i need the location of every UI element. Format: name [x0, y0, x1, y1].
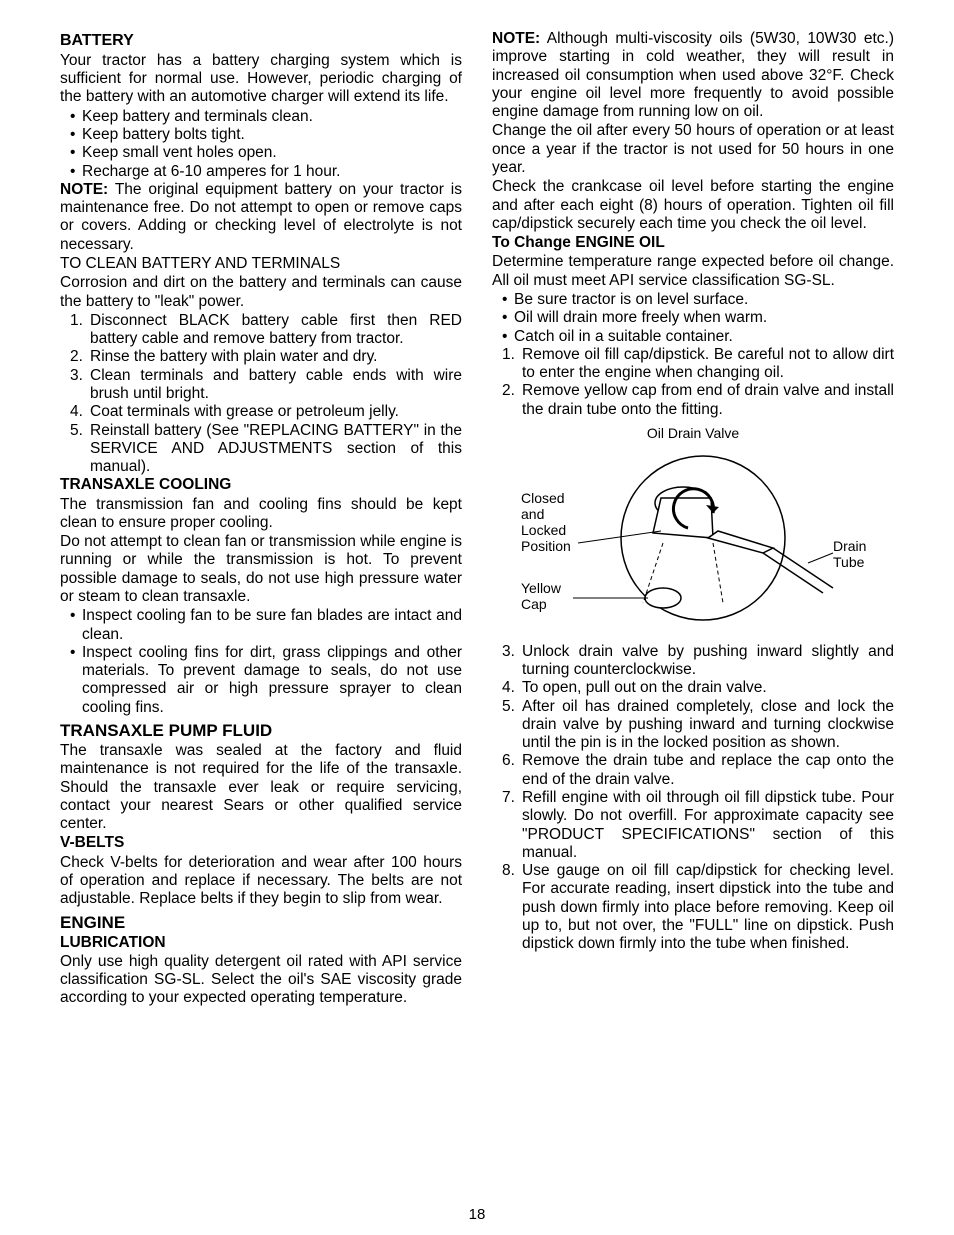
battery-note: NOTE: The original equipment battery on … — [60, 181, 462, 254]
transaxle-pump-text: The transaxle was sealed at the factory … — [60, 742, 462, 833]
yellow-cap-shape — [645, 588, 681, 608]
fitting — [708, 531, 773, 553]
valve-body — [653, 498, 713, 538]
leader-closed — [578, 531, 661, 543]
transaxle-cooling-p1: The transmission fan and cooling fins sh… — [60, 496, 462, 533]
cooling-bullet: Inspect cooling fins for dirt, grass cli… — [70, 644, 462, 717]
clean-step: Clean terminals and battery cable ends w… — [70, 367, 462, 404]
label-position: Position — [521, 538, 571, 554]
label-yellow: Yellow — [521, 580, 562, 596]
transaxle-pump-heading: TRANSAXLE PUMP FLUID — [60, 721, 462, 741]
change-step: Refill engine with oil through oil fill … — [502, 789, 894, 862]
change-step: Remove the drain tube and replace the ca… — [502, 752, 894, 789]
lubrication-heading: LUBRICATION — [60, 934, 462, 952]
label-cap: Cap — [521, 596, 547, 612]
label-locked: Locked — [521, 522, 566, 538]
clean-step: Rinse the battery with plain water and d… — [70, 348, 462, 366]
page-number: 18 — [0, 1206, 954, 1223]
label-and: and — [521, 506, 544, 522]
diagram-title: Oil Drain Valve — [492, 425, 894, 442]
battery-bullet: Keep battery and terminals clean. — [70, 108, 462, 126]
transaxle-cooling-heading: TRANSAXLE COOLING — [60, 476, 462, 494]
crankcase-check: Check the crankcase oil level before sta… — [492, 178, 894, 233]
change-oil-intro: Determine temperature range expected bef… — [492, 253, 894, 290]
change-oil-heading: To Change ENGINE OIL — [492, 234, 894, 252]
manual-page: BATTERY Your tractor has a battery charg… — [0, 0, 954, 1235]
clean-heading: TO CLEAN BATTERY AND TERMINALS — [60, 255, 462, 273]
label-closed: Closed — [521, 490, 565, 506]
drain-tube-line — [763, 553, 823, 593]
clean-text: Corrosion and dirt on the battery and te… — [60, 274, 462, 311]
oil-drain-diagram: Oil Drain Valve — [492, 425, 894, 639]
change-step: Remove oil fill cap/dipstick. Be careful… — [502, 346, 894, 383]
clean-step: Disconnect BLACK battery cable first the… — [70, 312, 462, 349]
vbelts-heading: V-BELTS — [60, 834, 462, 852]
note-label: NOTE: — [60, 181, 108, 198]
lubrication-text: Only use high quality detergent oil rate… — [60, 953, 462, 1008]
vbelts-text: Check V-belts for deterioration and wear… — [60, 854, 462, 909]
cooling-bullet: Inspect cooling fan to be sure fan blade… — [70, 607, 462, 644]
change-oil-steps-b: Unlock drain valve by pushing inward sli… — [492, 643, 894, 954]
battery-bullet: Keep battery bolts tight. — [70, 126, 462, 144]
drain-tube-line2 — [773, 548, 833, 588]
label-tube: Tube — [833, 554, 865, 570]
change-bullet: Oil will drain more freely when warm. — [502, 309, 894, 327]
label-drain: Drain — [833, 538, 866, 554]
change-step: To open, pull out on the drain valve. — [502, 679, 894, 697]
clean-step: Coat terminals with grease or petroleum … — [70, 403, 462, 421]
change-oil-steps-a: Remove oil fill cap/dipstick. Be careful… — [492, 346, 894, 419]
battery-bullet: Keep small vent holes open. — [70, 144, 462, 162]
change-step: Use gauge on oil fill cap/dipstick for c… — [502, 862, 894, 953]
transaxle-cooling-bullets: Inspect cooling fan to be sure fan blade… — [60, 607, 462, 717]
change-bullet: Catch oil in a suitable container. — [502, 328, 894, 346]
leader-drain — [808, 553, 833, 563]
oil-change-interval: Change the oil after every 50 hours of o… — [492, 122, 894, 177]
note-text: Although multi-viscosity oils (5W30, 10W… — [492, 30, 894, 120]
right-column: NOTE: Although multi-viscosity oils (5W3… — [492, 30, 894, 1009]
change-step: After oil has drained completely, close … — [502, 698, 894, 753]
two-column-layout: BATTERY Your tractor has a battery charg… — [60, 30, 894, 1009]
note-text: The original equipment battery on your t… — [60, 181, 462, 253]
battery-heading: BATTERY — [60, 32, 462, 51]
engine-heading: ENGINE — [60, 913, 462, 933]
battery-bullets: Keep battery and terminals clean. Keep b… — [60, 108, 462, 181]
change-step: Unlock drain valve by pushing inward sli… — [502, 643, 894, 680]
left-column: BATTERY Your tractor has a battery charg… — [60, 30, 462, 1009]
change-step: Remove yellow cap from end of drain valv… — [502, 382, 894, 419]
oil-note: NOTE: Although multi-viscosity oils (5W3… — [492, 30, 894, 121]
drain-valve-svg: Closed and Locked Position Yellow Cap Dr… — [513, 443, 873, 633]
note-label: NOTE: — [492, 30, 540, 47]
battery-intro: Your tractor has a battery charging syst… — [60, 52, 462, 107]
battery-bullet: Recharge at 6-10 amperes for 1 hour. — [70, 163, 462, 181]
change-bullet: Be sure tractor is on level surface. — [502, 291, 894, 309]
dashed-line — [713, 543, 723, 603]
transaxle-cooling-p2: Do not attempt to clean fan or transmiss… — [60, 533, 462, 606]
change-oil-bullets: Be sure tractor is on level surface. Oil… — [492, 291, 894, 346]
clean-steps: Disconnect BLACK battery cable first the… — [60, 312, 462, 477]
clean-step: Reinstall battery (See "REPLACING BATTER… — [70, 422, 462, 477]
